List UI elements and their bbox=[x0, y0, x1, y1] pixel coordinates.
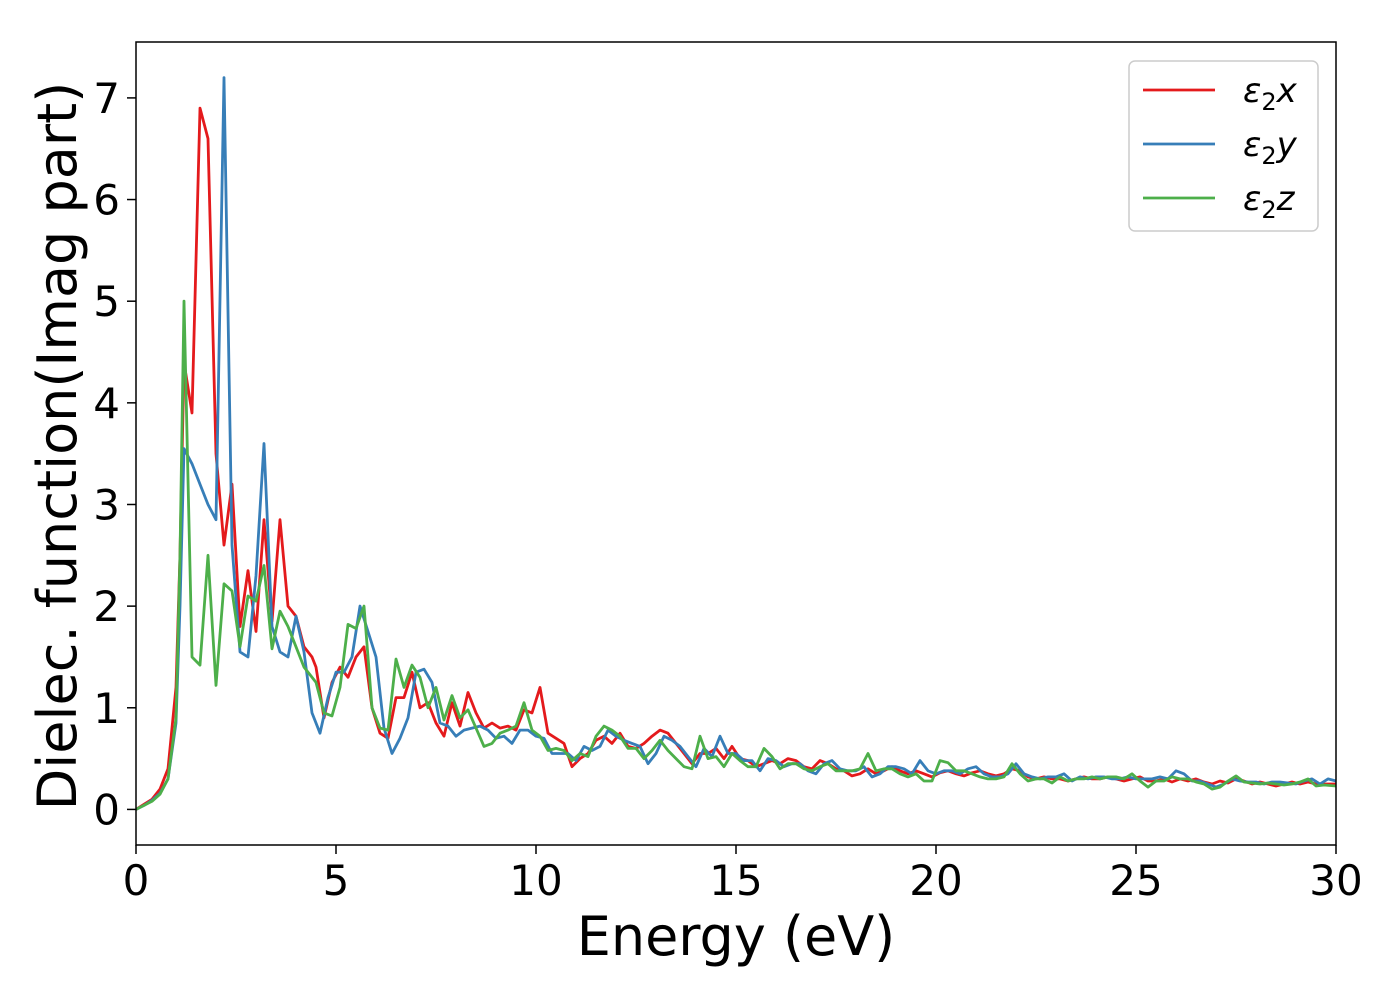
legend-label-y: ε2y bbox=[1243, 125, 1298, 170]
x-tick-label: 15 bbox=[709, 856, 762, 905]
x-axis-label: Energy (eV) bbox=[577, 905, 896, 968]
y-tick-label: 3 bbox=[93, 480, 120, 529]
y-tick-label: 5 bbox=[93, 277, 120, 326]
x-tick-label: 30 bbox=[1309, 856, 1362, 905]
y-axis-ticks: 0 1 2 3 4 5 6 7 bbox=[93, 74, 136, 834]
legend-box bbox=[1128, 60, 1319, 232]
x-tick-label: 25 bbox=[1109, 856, 1162, 905]
legend-label-z: ε2z bbox=[1243, 179, 1296, 224]
y-tick-label: 4 bbox=[93, 379, 120, 428]
y-tick-label: 7 bbox=[93, 74, 120, 123]
y-tick-label: 6 bbox=[93, 176, 120, 225]
legend: ε2x ε2y ε2z bbox=[1128, 60, 1319, 232]
x-tick-label: 0 bbox=[123, 856, 150, 905]
y-axis-label: Dielec. function(Imag part) bbox=[26, 82, 89, 811]
y-tick-label: 0 bbox=[93, 785, 120, 834]
plot-frame bbox=[135, 41, 1337, 846]
series-lines bbox=[136, 76, 1336, 811]
x-tick-label: 20 bbox=[909, 856, 962, 905]
legend-label-x: ε2x bbox=[1243, 71, 1298, 116]
y-tick-label: 1 bbox=[93, 684, 120, 733]
x-axis-ticks: 0 5 10 15 20 25 30 bbox=[123, 845, 1363, 905]
y-tick-label: 2 bbox=[93, 582, 120, 631]
x-tick-label: 10 bbox=[509, 856, 562, 905]
x-tick-label: 5 bbox=[323, 856, 350, 905]
series-line-z bbox=[136, 299, 1336, 811]
